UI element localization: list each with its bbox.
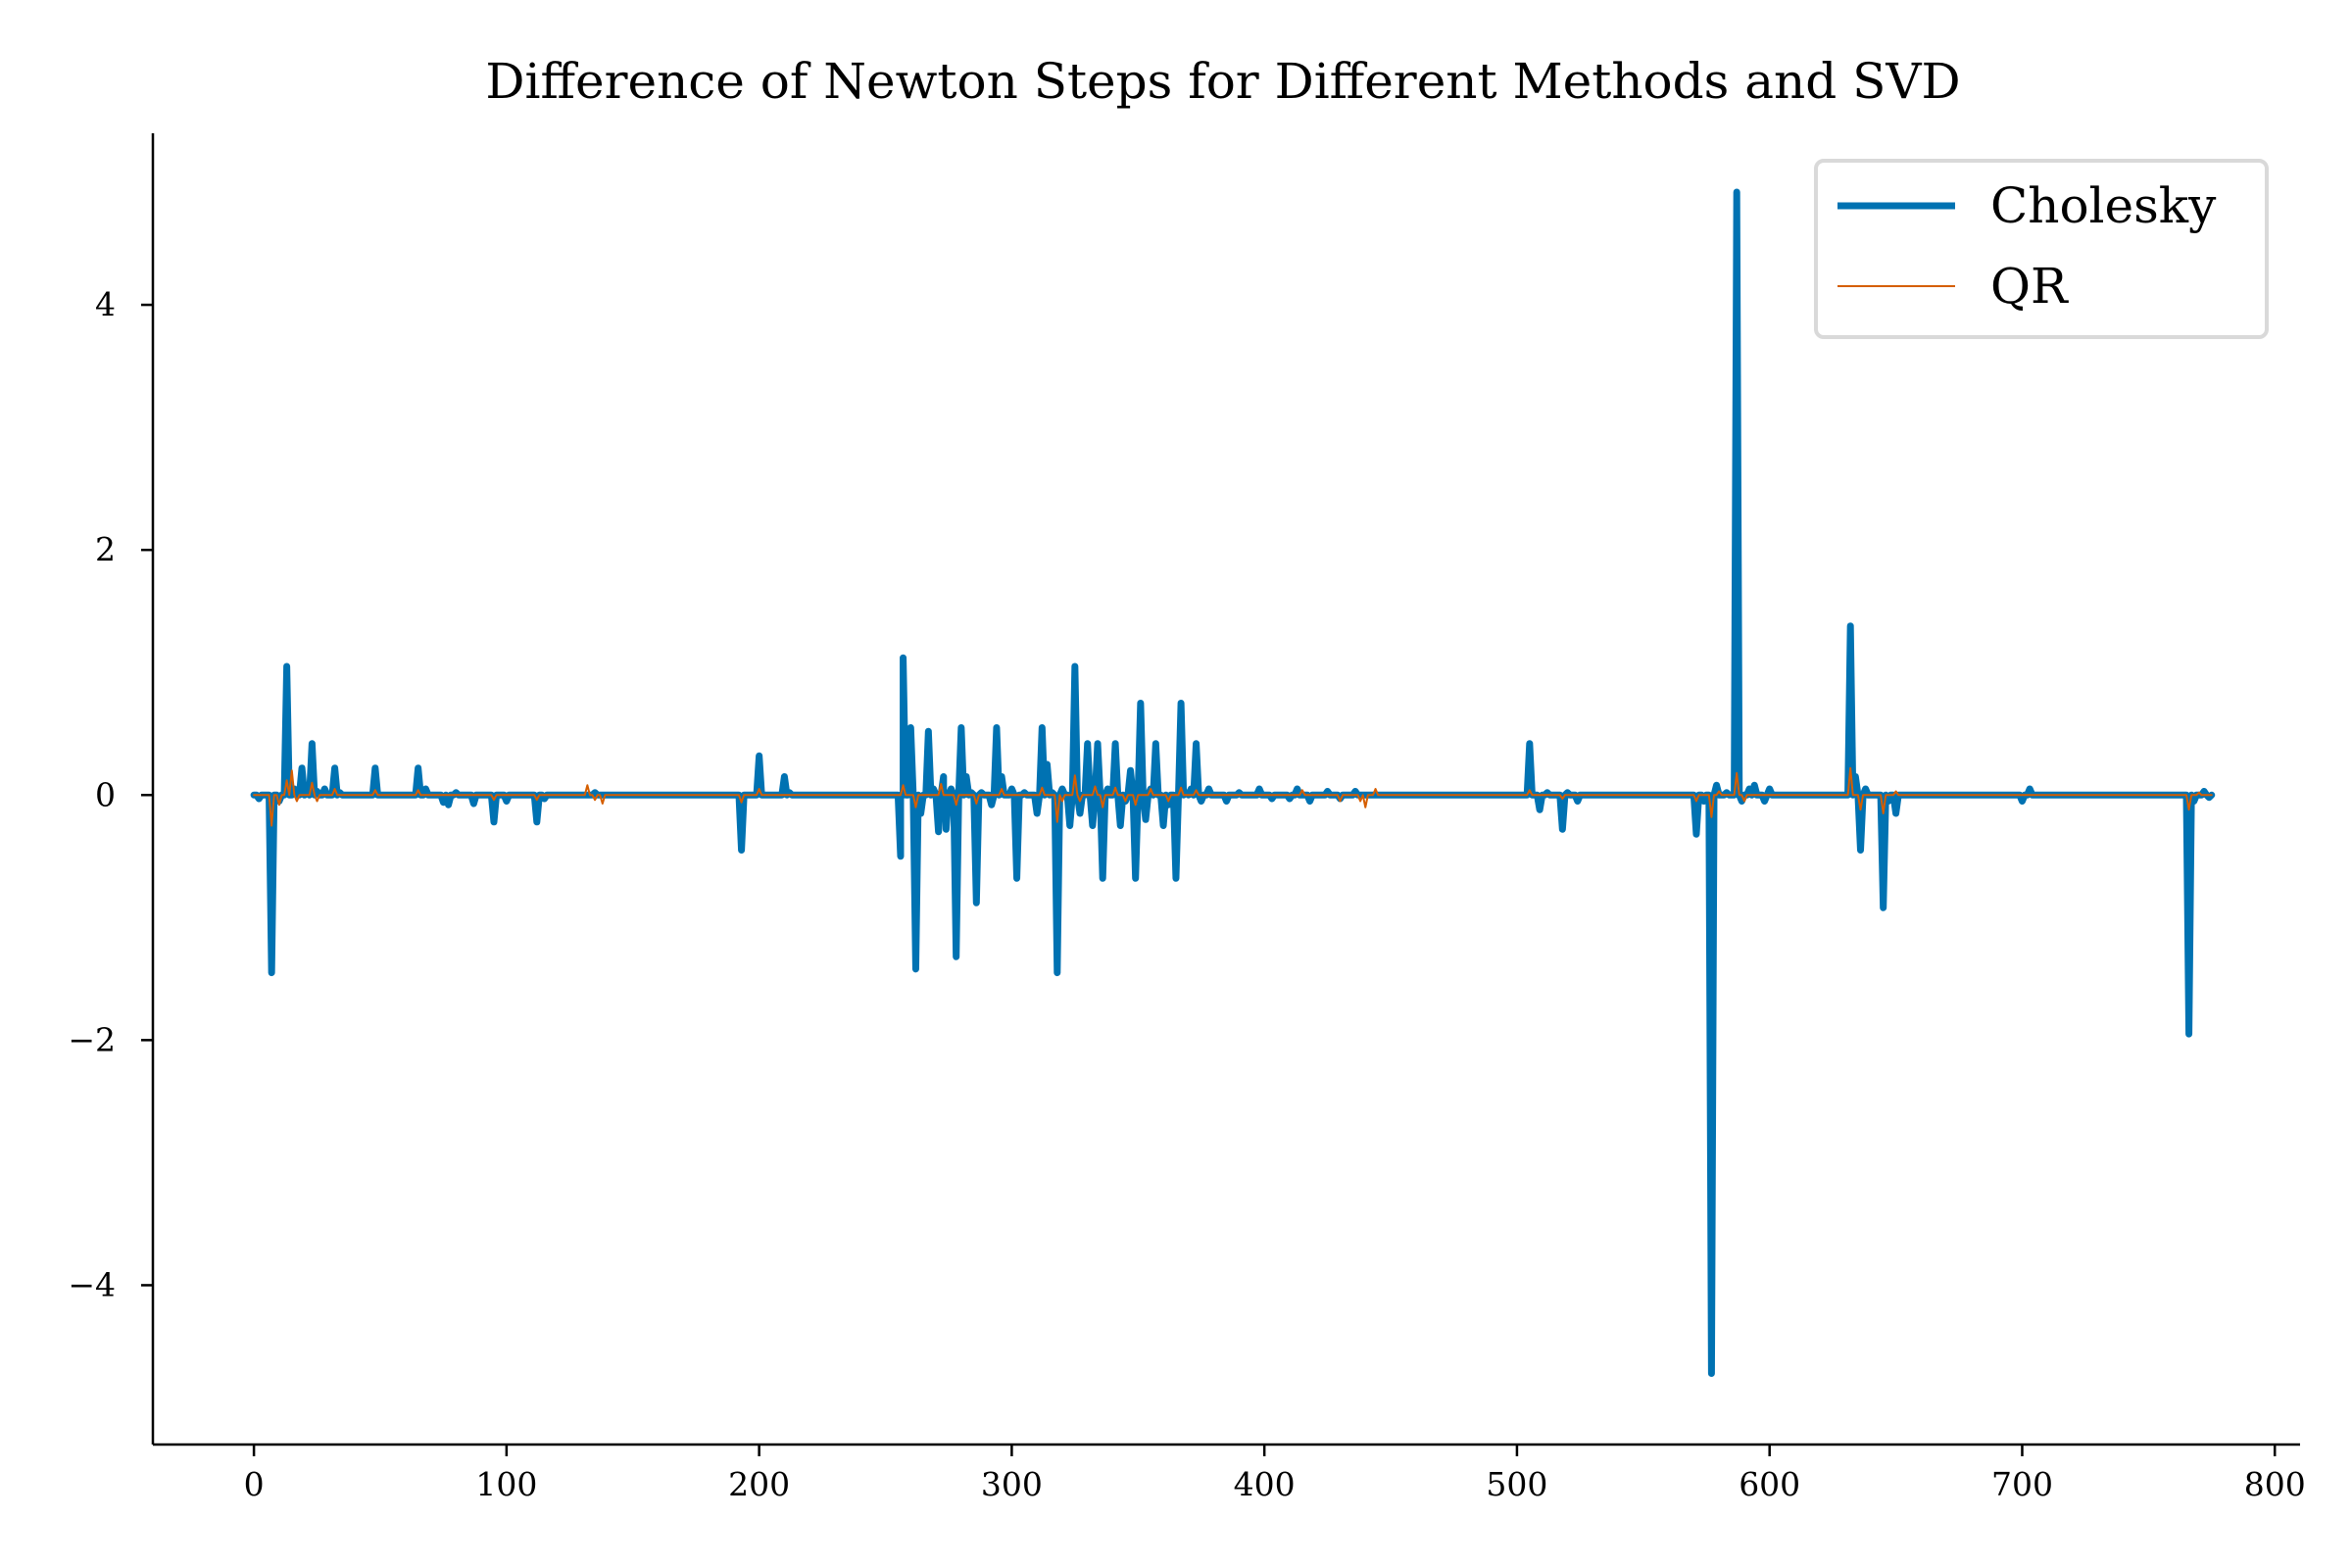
x-tick-label: 0 — [244, 1465, 265, 1503]
x-tick-label: 400 — [1234, 1465, 1296, 1503]
x-tick-label: 500 — [1486, 1465, 1547, 1503]
x-tick-label: 200 — [728, 1465, 790, 1503]
legend: Cholesky QR — [1814, 159, 2269, 339]
x-ticks: 0 100 200 300 400 500 600 700 800 — [244, 1445, 2306, 1503]
x-tick-label: 800 — [2244, 1465, 2306, 1503]
x-tick-label: 600 — [1739, 1465, 1800, 1503]
legend-label-cholesky: Cholesky — [1990, 177, 2217, 234]
series-layer — [250, 188, 2216, 1377]
y-tick-label: 4 — [95, 285, 116, 323]
x-tick-label: 100 — [475, 1465, 537, 1503]
chart-title: Difference of Newton Steps for Different… — [485, 53, 1960, 110]
y-tick-label: −4 — [68, 1265, 116, 1303]
legend-label-qr: QR — [1990, 258, 2069, 315]
x-tick-label: 300 — [981, 1465, 1043, 1503]
y-ticks: −4 −2 0 2 4 — [68, 285, 153, 1303]
x-tick-label: 700 — [1991, 1465, 2053, 1503]
series-line-qr — [253, 766, 2213, 827]
y-tick-label: 2 — [95, 530, 116, 568]
y-tick-label: −2 — [68, 1020, 116, 1058]
axes — [151, 133, 2300, 1446]
y-tick-label: 0 — [95, 775, 116, 813]
series-line-cholesky — [250, 188, 2216, 1377]
